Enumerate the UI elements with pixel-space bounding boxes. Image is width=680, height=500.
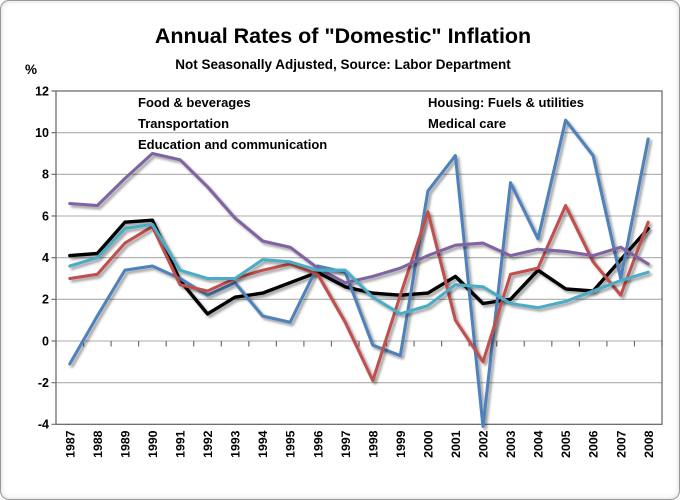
x-axis-year-label: 2004 <box>532 430 546 458</box>
x-axis-year-label: 1993 <box>229 430 243 458</box>
legend-label: Education and communication <box>138 137 327 152</box>
x-axis-year-label: 2006 <box>587 430 601 458</box>
y-axis-label: 10 <box>35 126 49 140</box>
y-axis-label: 6 <box>42 209 49 223</box>
x-axis-year-label: 1990 <box>146 430 160 458</box>
y-axis-label: 4 <box>42 251 49 265</box>
x-axis-year-label: 1999 <box>394 430 408 458</box>
y-axis-label: 0 <box>42 334 49 348</box>
x-axis-year-label: 1992 <box>201 430 215 458</box>
x-axis-year-label: 1998 <box>366 430 380 458</box>
plot-border <box>55 90 663 425</box>
legend-item-food-beverages: Food & beverages <box>96 95 251 110</box>
x-axis-year-label: 2003 <box>504 430 518 458</box>
legend-item-housing-fuels-utilities: Housing: Fuels & utilities <box>386 95 584 110</box>
y-axis-label: 8 <box>42 168 49 182</box>
series-line-education-and-communication <box>68 222 650 316</box>
legend-label: Food & beverages <box>138 95 251 110</box>
legend-label: Medical care <box>428 116 506 131</box>
y-axis-label: 2 <box>42 293 49 307</box>
legend: Food & beverages Housing: Fuels & utiliti… <box>96 95 584 152</box>
legend-item-transportation: Transportation <box>96 116 229 131</box>
x-axis-year-label: 2008 <box>642 430 656 458</box>
y-axis-unit-label: % <box>25 62 37 77</box>
x-axis-year-label: 2001 <box>449 430 463 458</box>
x-axis-year-label: 1988 <box>91 430 105 458</box>
legend-item-medical-care: Medical care <box>386 116 506 131</box>
plot-area: -4 -2 0 2 4 6 8 10 12 1987 1988 1989 1990 1991 1992 199… <box>35 84 663 458</box>
x-axis-year-label: 1989 <box>118 430 132 458</box>
legend-label: Housing: Fuels & utilities <box>428 95 584 110</box>
y-axis-label: 12 <box>35 84 49 98</box>
chart-title: Annual Rates of "Domestic" Inflation <box>155 24 531 48</box>
x-axis-year-label: 1995 <box>284 430 298 458</box>
series-line-food-beverages <box>68 218 650 316</box>
x-axis-year-label: 1991 <box>174 430 188 458</box>
chart-subtitle: Not Seasonally Adjusted, Source: Labor D… <box>175 57 511 72</box>
x-axis-year-label: 2002 <box>477 430 491 458</box>
y-axis-label: -4 <box>38 418 49 432</box>
series-line-transportation <box>68 204 650 383</box>
series-line-housing-fuels-utilities <box>68 118 650 428</box>
x-axis-year-label: 1987 <box>63 430 77 458</box>
x-axis-year-label: 1996 <box>311 430 325 458</box>
x-axis-year-label: 2007 <box>614 430 628 458</box>
x-axis-year-label: 1994 <box>256 430 270 458</box>
legend-item-education-and-communication: Education and communication <box>96 137 327 152</box>
legend-label: Transportation <box>138 116 229 131</box>
x-axis-year-label: 2000 <box>421 430 435 458</box>
x-axis-year-label: 1997 <box>339 430 353 458</box>
series-lines <box>68 118 650 428</box>
series-line-medical-care <box>68 151 650 285</box>
x-axis-year-label: 2005 <box>559 430 573 458</box>
y-axis-label: -2 <box>38 376 49 390</box>
